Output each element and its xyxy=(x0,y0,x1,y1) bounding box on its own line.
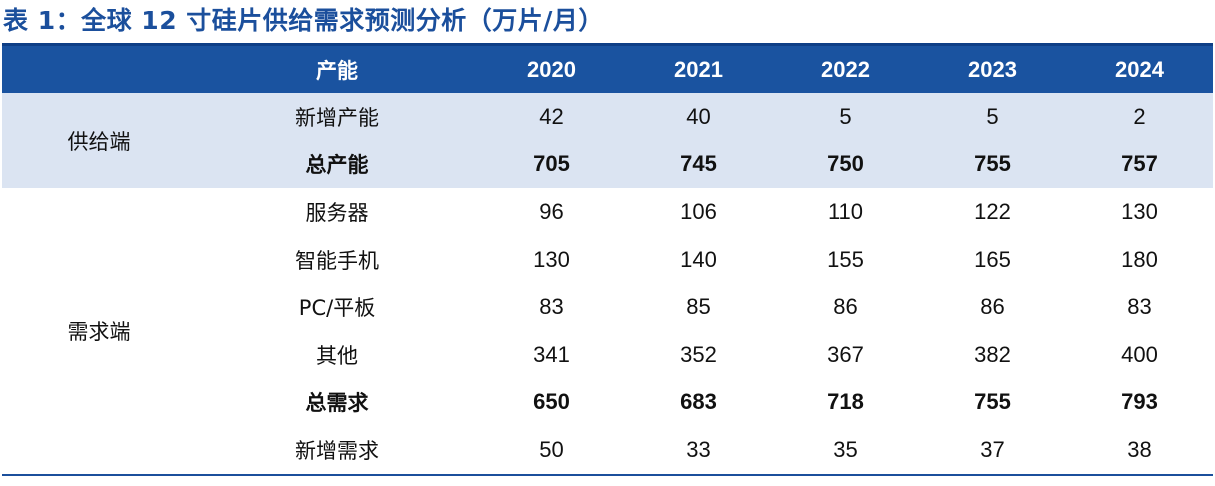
table-cell: 83 xyxy=(1127,294,1152,320)
header-row: 产能 2020 2021 2022 2023 2024 xyxy=(2,43,1213,93)
table-cell: 83 xyxy=(539,294,564,320)
table-cell: 155 xyxy=(827,246,864,272)
table-cell: 757 xyxy=(1066,140,1213,189)
table-cell: 5 xyxy=(772,93,919,141)
table-row: 新增需求 50 33 35 37 38 xyxy=(2,426,1213,475)
table-cell: 367 xyxy=(827,341,864,367)
header-year-2020: 2020 xyxy=(478,43,625,93)
table-cell: 400 xyxy=(1121,341,1158,367)
table-cell: 122 xyxy=(974,198,1011,224)
table-cell: 85 xyxy=(686,294,711,320)
table-cell: 96 xyxy=(539,198,564,224)
table-row: PC/平板 83 85 86 86 83 xyxy=(2,283,1213,331)
row-label: 总产能 xyxy=(196,140,478,189)
table-title: 表 1：全球 12 寸硅片供给需求预测分析（万片/月） xyxy=(3,6,604,35)
group-label-demand: 需求端 xyxy=(67,319,131,344)
table-cell: 35 xyxy=(833,436,858,462)
wafer-supply-demand-table: 产能 2020 2021 2022 2023 2024 供给端 新增产能 42 … xyxy=(2,43,1213,476)
row-label: 新增产能 xyxy=(196,93,478,141)
header-year-2022: 2022 xyxy=(772,43,919,93)
table-cell: 86 xyxy=(833,294,858,320)
table-cell: 755 xyxy=(919,140,1066,189)
table-cell: 86 xyxy=(980,294,1005,320)
table-cell: 793 xyxy=(1121,389,1158,415)
table-cell: 650 xyxy=(533,389,570,415)
table-cell: 106 xyxy=(680,198,717,224)
table-cell: 705 xyxy=(478,140,625,189)
header-year-2023: 2023 xyxy=(919,43,1066,93)
table-cell: 683 xyxy=(680,389,717,415)
table-row: 供给端 新增产能 42 40 5 5 2 xyxy=(2,93,1213,189)
header-year-2024: 2024 xyxy=(1066,43,1213,93)
table-row: 总需求 650 683 718 755 793 xyxy=(2,379,1213,427)
table-cell: 110 xyxy=(827,198,864,224)
table-cell: 341 xyxy=(533,341,570,367)
table-cell: 352 xyxy=(680,341,717,367)
row-label: 新增需求 xyxy=(295,438,379,463)
table-row: 智能手机 130 140 155 165 180 xyxy=(2,236,1213,284)
table-cell: 140 xyxy=(680,246,717,272)
table-cell: 33 xyxy=(686,436,711,462)
table-cell: 165 xyxy=(974,246,1011,272)
table-cell: 755 xyxy=(974,389,1011,415)
table-cell: 382 xyxy=(974,341,1011,367)
group-label-supply: 供给端 xyxy=(2,93,196,189)
table-row: 总产能 705 745 750 755 757 xyxy=(2,140,1213,189)
table-cell: 130 xyxy=(533,246,570,272)
table-cell: 745 xyxy=(625,140,772,189)
table-cell: 40 xyxy=(625,93,772,141)
row-label: 其他 xyxy=(316,343,358,368)
table-cell: 2 xyxy=(1066,93,1213,141)
table-cell: 50 xyxy=(539,436,564,462)
row-label: 智能手机 xyxy=(295,248,379,273)
table-row: 需求端 服务器 96 106 110 122 130 xyxy=(2,188,1213,344)
table-cell: 130 xyxy=(1121,198,1158,224)
table-cell: 37 xyxy=(980,436,1005,462)
row-label: PC/平板 xyxy=(298,296,376,321)
table-row: 其他 341 352 367 382 400 xyxy=(2,331,1213,379)
table-cell: 180 xyxy=(1121,246,1158,272)
table-cell: 750 xyxy=(772,140,919,189)
row-label: 服务器 xyxy=(305,200,369,225)
header-capacity-label: 产能 xyxy=(196,43,478,93)
table-cell: 38 xyxy=(1127,436,1152,462)
table-cell: 42 xyxy=(478,93,625,141)
header-year-2021: 2021 xyxy=(625,43,772,93)
header-group-cell xyxy=(2,43,196,93)
table-cell: 718 xyxy=(827,389,864,415)
table-cell: 5 xyxy=(919,93,1066,141)
row-label: 总需求 xyxy=(305,391,369,416)
